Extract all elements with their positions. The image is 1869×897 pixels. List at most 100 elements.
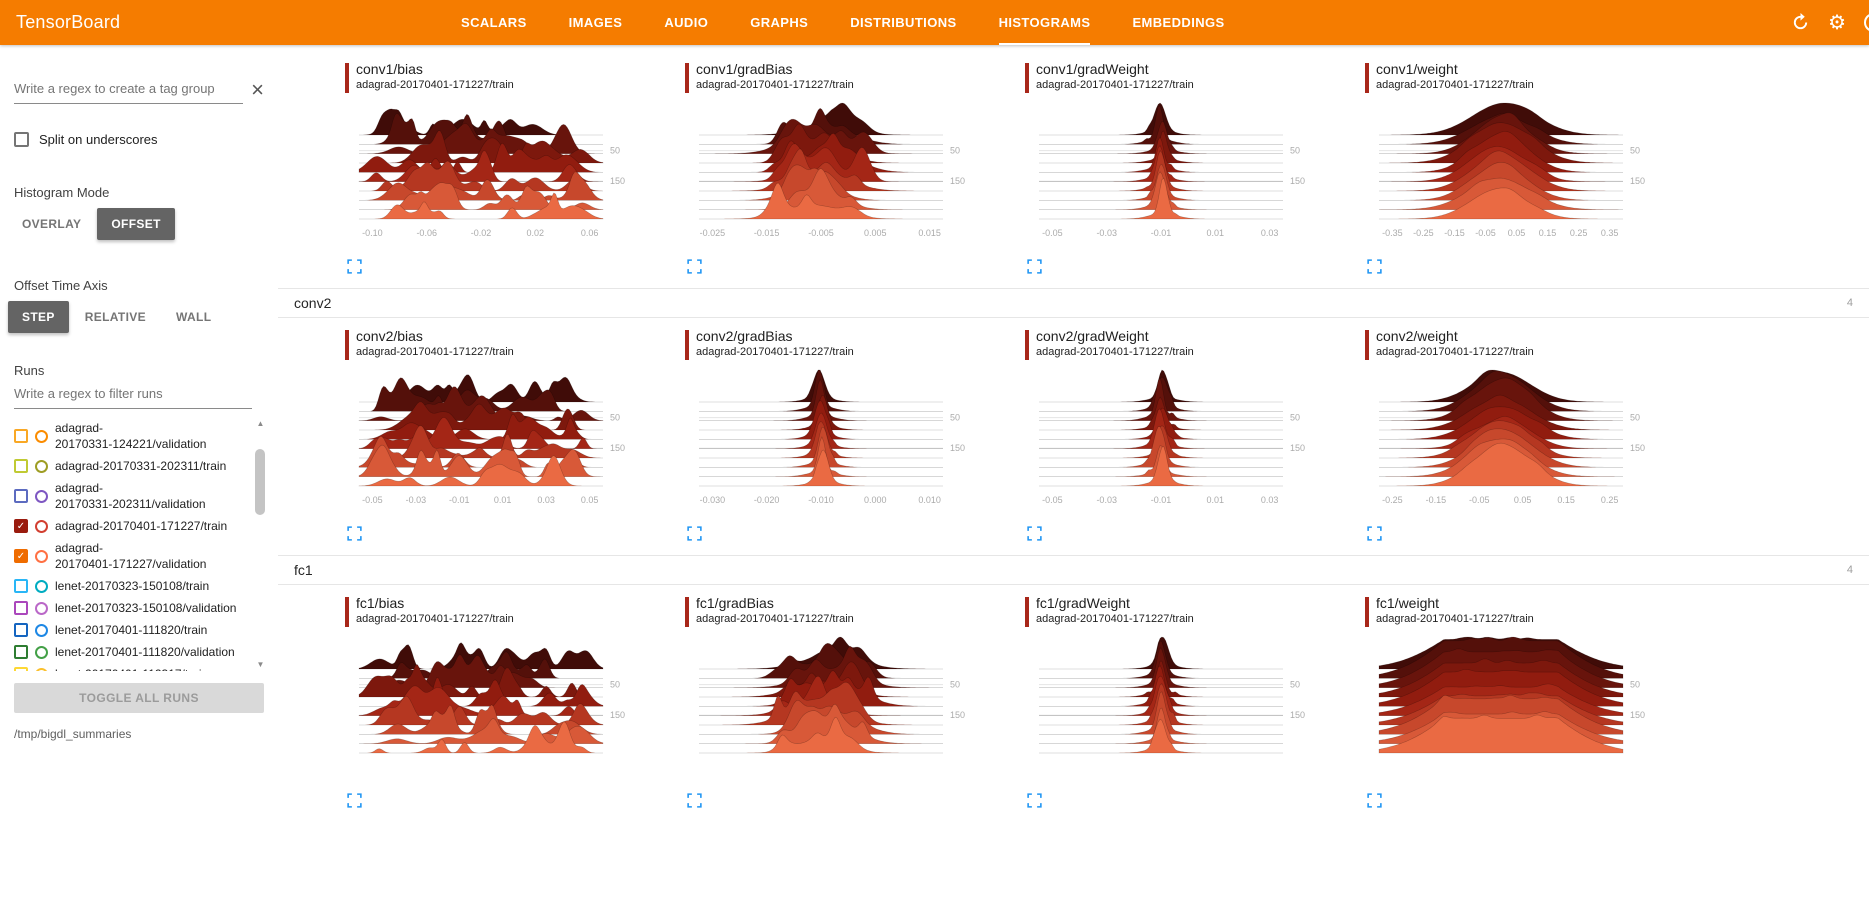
run-checkbox-icon[interactable]: ✓ (14, 549, 28, 563)
svg-text:50: 50 (1290, 146, 1300, 156)
histogram-chart: 50 150 (1378, 636, 1645, 754)
svg-text:50: 50 (1290, 680, 1300, 690)
svg-text:0.03: 0.03 (1261, 495, 1279, 505)
run-item[interactable]: lenet-20170323-150108/validation (14, 597, 244, 619)
svg-text:150: 150 (1630, 710, 1645, 720)
expand-icon[interactable] (687, 526, 702, 541)
svg-text:0.01: 0.01 (494, 495, 512, 505)
run-checkbox-icon[interactable] (14, 429, 28, 443)
run-item[interactable]: adagrad- 20170331-202311/validation (14, 477, 244, 515)
expand-icon[interactable] (1027, 526, 1042, 541)
svg-text:0.06: 0.06 (581, 228, 599, 238)
card-header: conv1/weight adagrad-20170401-171227/tra… (1365, 61, 1697, 93)
tab-embeddings[interactable]: EMBEDDINGS (1132, 15, 1225, 30)
tab-graphs[interactable]: GRAPHS (750, 15, 809, 30)
svg-text:150: 150 (1630, 443, 1645, 453)
scroll-down-icon[interactable]: ▼ (256, 660, 265, 669)
tag-filter-input[interactable] (14, 75, 244, 104)
expand-icon[interactable] (347, 793, 362, 808)
tab-scalars[interactable]: SCALARS (461, 15, 527, 30)
run-solo-circle-icon[interactable] (35, 429, 48, 443)
card-header: conv1/gradWeight adagrad-20170401-171227… (1025, 61, 1357, 93)
run-checkbox-icon[interactable] (14, 601, 28, 615)
tab-histograms[interactable]: HISTOGRAMS (978, 0, 1112, 45)
section-header[interactable]: conv2 4 (278, 288, 1869, 318)
chart-run-subtitle: adagrad-20170401-171227/train (696, 346, 854, 358)
run-item[interactable]: adagrad-20170331-202311/train (14, 455, 244, 477)
chart-tag-title: conv2/weight (1376, 328, 1458, 344)
expand-icon[interactable] (1367, 793, 1382, 808)
refresh-icon[interactable] (1791, 13, 1810, 32)
split-underscores-option[interactable]: Split on underscores (14, 132, 264, 147)
offset-time-axis-relative-button[interactable]: RELATIVE (71, 301, 160, 333)
svg-text:0.15: 0.15 (1539, 228, 1557, 238)
tab-images[interactable]: IMAGES (568, 15, 623, 30)
svg-text:150: 150 (1630, 176, 1645, 186)
tab-distributions[interactable]: DISTRIBUTIONS (850, 15, 957, 30)
scroll-up-icon[interactable]: ▲ (256, 419, 265, 428)
run-checkbox-icon[interactable] (14, 489, 28, 503)
histogram-card: fc1/gradBias adagrad-20170401-171227/tra… (685, 595, 1017, 808)
offset-time-axis-wall-button[interactable]: WALL (162, 301, 225, 333)
run-label: adagrad-20170401-171227/train (55, 519, 228, 533)
run-solo-circle-icon[interactable] (35, 459, 48, 473)
chart-tag-title: fc1/gradWeight (1036, 595, 1130, 611)
card-header: fc1/gradBias adagrad-20170401-171227/tra… (685, 595, 1017, 627)
checkbox-icon[interactable] (14, 132, 29, 147)
run-color-bar (345, 330, 349, 360)
help-icon[interactable]: ? (1864, 13, 1869, 32)
run-item[interactable]: adagrad- 20170331-124221/validation (14, 417, 244, 455)
run-solo-circle-icon[interactable] (35, 489, 48, 503)
run-checkbox-icon[interactable] (14, 645, 28, 659)
expand-icon[interactable] (687, 793, 702, 808)
run-solo-circle-icon[interactable] (35, 645, 48, 659)
run-solo-circle-icon[interactable] (35, 623, 48, 637)
runs-filter-input[interactable] (14, 380, 252, 409)
expand-icon[interactable] (1367, 259, 1382, 274)
run-solo-circle-icon[interactable] (35, 519, 48, 533)
run-checkbox-icon[interactable] (14, 667, 28, 671)
expand-icon[interactable] (347, 259, 362, 274)
svg-text:0.15: 0.15 (1557, 495, 1575, 505)
run-item[interactable]: lenet-20170401-112317/train (14, 663, 244, 671)
scrollbar-thumb[interactable] (255, 449, 265, 515)
section-count: 4 (1846, 297, 1853, 309)
svg-text:50: 50 (1630, 146, 1640, 156)
histogram-mode-overlay-button[interactable]: OVERLAY (8, 208, 95, 240)
close-icon[interactable]: × (251, 76, 264, 102)
svg-text:50: 50 (1630, 413, 1640, 423)
run-solo-circle-icon[interactable] (35, 667, 48, 671)
runs-scrollbar[interactable]: ▲ ▼ (253, 417, 268, 671)
expand-icon[interactable] (1027, 793, 1042, 808)
run-item[interactable]: lenet-20170323-150108/train (14, 575, 244, 597)
run-checkbox-icon[interactable] (14, 623, 28, 637)
tag-filter-field: × (14, 75, 264, 104)
histogram-mode-offset-button[interactable]: OFFSET (97, 208, 175, 240)
settings-gear-icon[interactable]: ⚙ (1828, 11, 1846, 34)
svg-text:-0.05: -0.05 (1042, 495, 1063, 505)
expand-icon[interactable] (1367, 526, 1382, 541)
runs-list-container: adagrad- 20170331-124221/validation adagr… (14, 417, 278, 671)
run-solo-circle-icon[interactable] (35, 579, 48, 593)
tab-audio[interactable]: AUDIO (664, 15, 709, 30)
expand-icon[interactable] (687, 259, 702, 274)
toggle-all-runs-button[interactable]: TOGGLE ALL RUNS (14, 683, 264, 713)
expand-icon[interactable] (347, 526, 362, 541)
run-checkbox-icon[interactable]: ✓ (14, 519, 28, 533)
svg-text:-0.35: -0.35 (1382, 228, 1403, 238)
card-header: fc1/weight adagrad-20170401-171227/train (1365, 595, 1697, 627)
run-item[interactable]: lenet-20170401-111820/validation (14, 641, 244, 663)
run-checkbox-icon[interactable] (14, 459, 28, 473)
run-checkbox-icon[interactable] (14, 579, 28, 593)
run-solo-circle-icon[interactable] (35, 549, 48, 563)
offset-time-axis-step-button[interactable]: STEP (8, 301, 69, 333)
run-item[interactable]: ✓ adagrad-20170401-171227/train (14, 515, 244, 537)
section-header[interactable]: fc1 4 (278, 555, 1869, 585)
run-item[interactable]: lenet-20170401-111820/train (14, 619, 244, 641)
chart-tag-title: conv1/gradBias (696, 61, 793, 77)
svg-text:0.05: 0.05 (1508, 228, 1526, 238)
run-item[interactable]: ✓ adagrad- 20170401-171227/validation (14, 537, 244, 575)
expand-icon[interactable] (1027, 259, 1042, 274)
run-solo-circle-icon[interactable] (35, 601, 48, 615)
histogram-chart: 50 150 -0.05 -0.03 -0.01 0.01 0.03 (1039, 102, 1305, 238)
